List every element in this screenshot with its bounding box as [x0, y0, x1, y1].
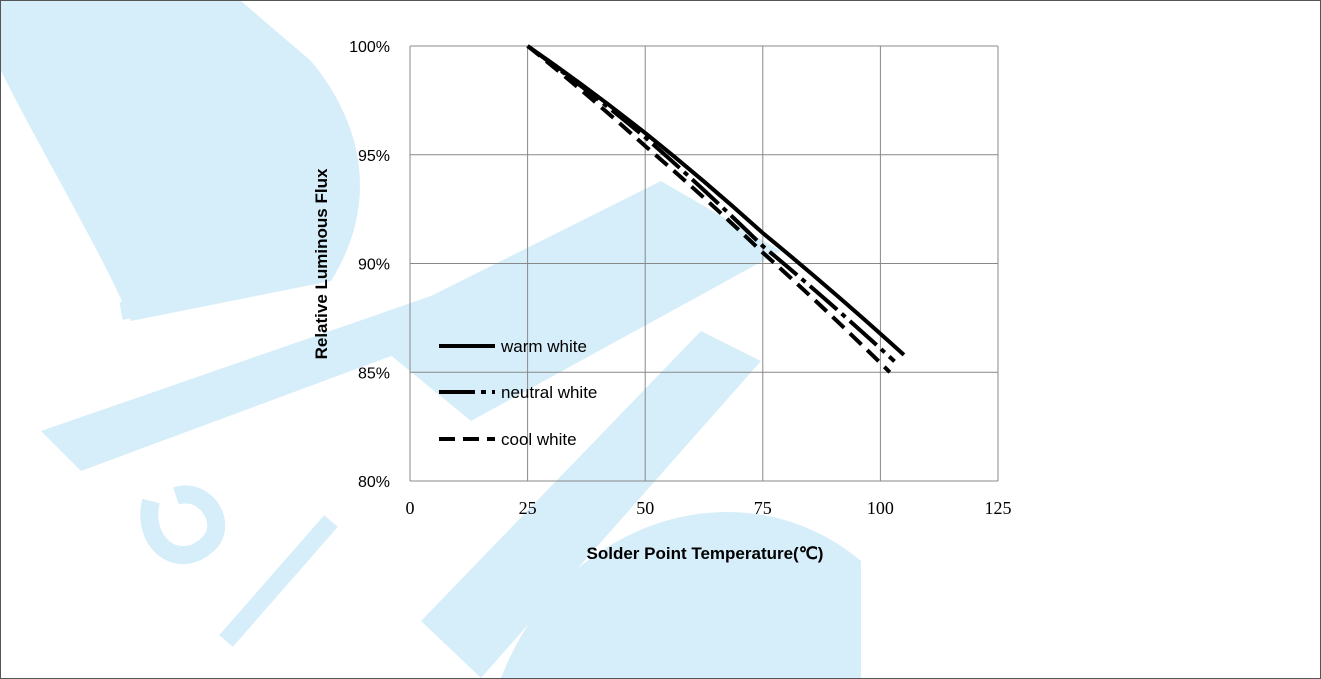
y-tick-label: 90%: [358, 257, 390, 274]
legend: warm white neutral white cool white: [439, 337, 597, 449]
y-axis-title: Relative Luminous Flux: [312, 168, 331, 359]
x-axis-title: Solder Point Temperature(℃): [587, 544, 824, 563]
legend-label-warm-white: warm white: [500, 337, 587, 356]
y-tick-label: 80%: [358, 474, 390, 491]
legend-label-cool-white: cool white: [501, 430, 577, 449]
x-tick-label: 125: [985, 498, 1012, 518]
x-tick-label: 25: [519, 498, 537, 518]
legend-label-neutral-white: neutral white: [501, 383, 597, 402]
y-tick-label: 95%: [358, 148, 390, 165]
grid-lines: [409, 45, 999, 482]
y-tick-label: 100%: [349, 39, 390, 56]
y-tick-labels: 80% 85% 90% 95% 100%: [349, 39, 390, 491]
x-tick-labels: 0 25 50 75 100 125: [406, 498, 1012, 518]
series-lines: [526, 44, 906, 374]
series-line-cool-white: [526, 44, 892, 374]
series-line-neutral-white: [526, 44, 896, 363]
x-tick-label: 75: [754, 498, 772, 518]
x-tick-label: 100: [867, 498, 894, 518]
x-tick-label: 50: [636, 498, 654, 518]
x-tick-label: 0: [406, 498, 415, 518]
y-tick-label: 85%: [358, 365, 390, 382]
